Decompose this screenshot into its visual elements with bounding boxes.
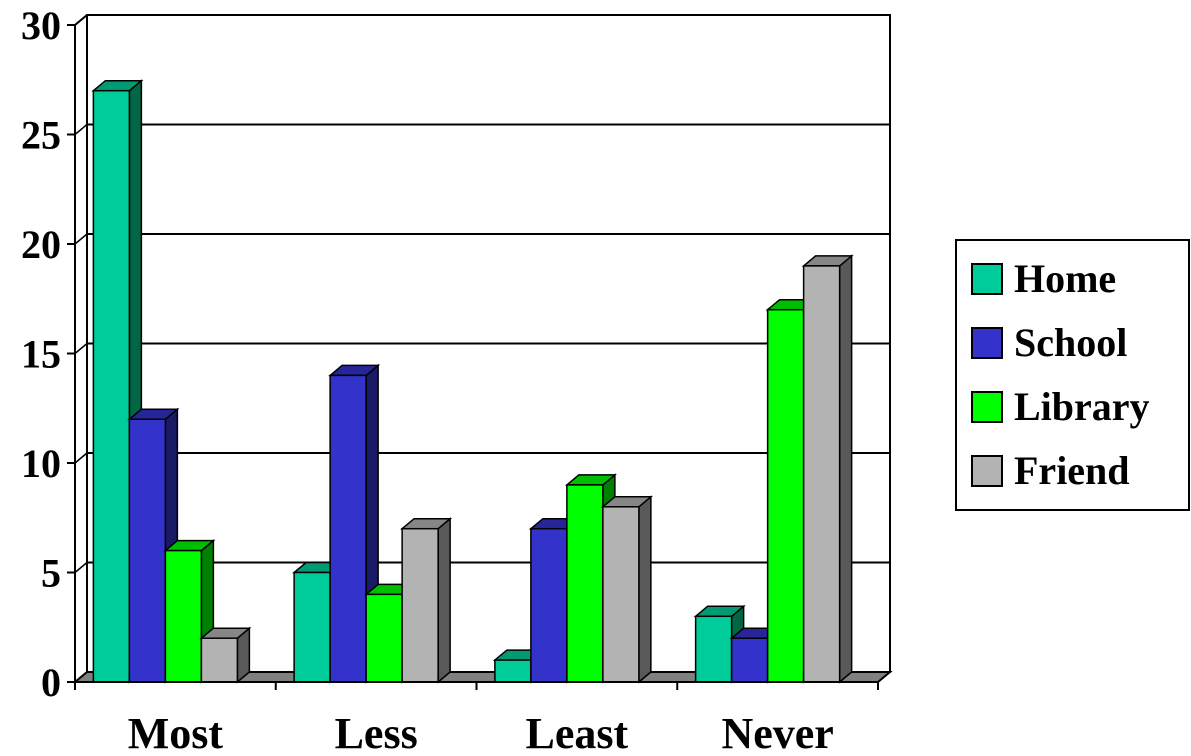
y-tick-label: 20 [21,222,61,267]
legend-swatch [971,327,1003,359]
x-tick-label: Most [128,709,224,756]
x-tick-label: Less [335,709,418,756]
legend-swatch [971,391,1003,423]
bar-front [802,265,841,683]
y-tick-labels: 0 5 10 15 20 25 30 [21,3,61,705]
axes [67,14,879,690]
bar-friend-most [199,626,252,684]
bar-front [401,527,439,683]
bar-front [329,374,367,683]
bar-front [530,527,568,683]
legend-entry: School [1014,320,1127,365]
bar-front [365,593,403,683]
bar-front [566,484,604,683]
y-tick-label: 5 [41,551,61,596]
x-tick-label: Least [526,709,629,756]
bar-side [838,254,853,684]
bar-front [494,659,532,683]
y-tick-depth [74,123,88,136]
legend-swatch [971,455,1003,487]
y-tick-depth [74,452,88,464]
bar-side [437,517,451,684]
bar-front [766,308,805,683]
y-tick-label: 15 [21,332,61,377]
bar-side [638,495,652,684]
bar-front [730,637,769,683]
y-tick-label: 25 [21,113,61,158]
grid [86,14,891,673]
legend-entry: Home [1014,256,1116,301]
bar-friend-least [600,495,653,684]
legend-entry: Friend [1014,448,1130,493]
y-tick-depth [74,561,88,574]
y-tick-depth [74,14,88,26]
bar-front [92,89,131,683]
bar-front [694,615,733,683]
y-tick-depth [74,671,88,683]
y-tick-label: 10 [21,441,61,486]
bar-front [602,506,640,683]
bar-friend-never [801,254,854,684]
bar-front [128,418,167,683]
y-tick-depth [74,233,88,245]
legend: Home School Library Friend [955,239,1190,511]
bar-front [200,637,239,683]
bar-front [164,549,203,683]
y-tick-depth [74,342,88,355]
y-tick-label: 0 [41,660,61,705]
bar-friend-less [400,517,453,684]
x-tick-label: Never [721,709,833,756]
legend-entry: Library [1014,384,1150,429]
bars [91,79,854,684]
bar-front [293,571,331,683]
x-category-labels: Most Less Least Never [128,709,834,756]
legend-swatch [971,263,1003,295]
y-tick-label: 30 [21,3,61,48]
